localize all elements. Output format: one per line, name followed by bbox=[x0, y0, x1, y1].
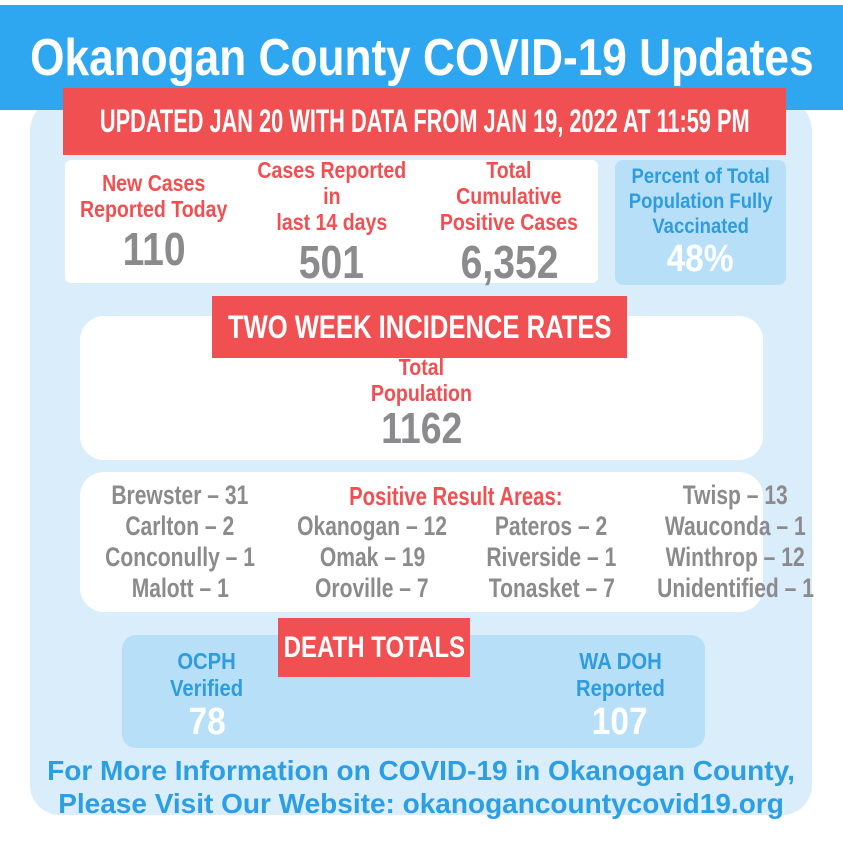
areas-heading: Positive Result Areas: bbox=[348, 480, 563, 511]
case-stats-box: New Cases Reported Today 110 Cases Repor… bbox=[65, 157, 598, 288]
area-wauconda: Wauconda – 1 bbox=[664, 511, 806, 541]
death-ocph: OCPH Verified 78 bbox=[122, 648, 292, 741]
area-conconully: Conconully – 1 bbox=[105, 542, 255, 572]
stat-cumulative-cases-label: Total Cumulative Positive Cases bbox=[440, 157, 579, 235]
footer-line1: For More Information on COVID-19 in Okan… bbox=[47, 755, 795, 786]
death-ocph-value: 78 bbox=[188, 700, 226, 743]
stat-14day-cases: Cases Reported in last 14 days 501 bbox=[243, 157, 421, 288]
area-brewster: Brewster – 31 bbox=[111, 480, 249, 510]
death-totals-banner: DEATH TOTALS bbox=[278, 618, 470, 677]
death-ocph-label: OCPH Verified bbox=[170, 648, 244, 701]
area-omak: Omak – 19 bbox=[319, 542, 425, 572]
death-wadoh: WA DOH Reported 107 bbox=[535, 648, 705, 741]
area-unidentified: Unidentified – 1 bbox=[656, 573, 814, 603]
death-wadoh-label: WA DOH Reported bbox=[575, 648, 665, 701]
positive-result-areas-box: Brewster – 31 Positive Result Areas: Twi… bbox=[80, 472, 814, 612]
area-riverside: Riverside – 1 bbox=[486, 542, 617, 572]
death-wadoh-value: 107 bbox=[592, 700, 648, 743]
footer-info: For More Information on COVID-19 in Okan… bbox=[30, 754, 812, 820]
total-population-value: 1162 bbox=[380, 403, 463, 453]
stat-14day-cases-value: 501 bbox=[298, 235, 365, 288]
updated-banner: UPDATED JAN 20 WITH DATA FROM JAN 19, 20… bbox=[63, 88, 786, 155]
area-okanogan: Okanogan – 12 bbox=[297, 511, 447, 541]
stat-new-cases: New Cases Reported Today 110 bbox=[65, 160, 243, 283]
updated-banner-text: UPDATED JAN 20 WITH DATA FROM JAN 19, 20… bbox=[99, 103, 750, 139]
page-title: Okanogan County COVID-19 Updates bbox=[29, 28, 814, 87]
stat-cumulative-cases-value: 6,352 bbox=[460, 235, 559, 288]
area-twisp: Twisp – 13 bbox=[682, 480, 788, 510]
death-totals-box: OCPH Verified 78 WA DOH Reported 107 bbox=[122, 635, 705, 748]
total-population-label: Total Population bbox=[370, 354, 472, 406]
area-pateros: Pateros – 2 bbox=[495, 511, 608, 541]
incidence-banner-text: TWO WEEK INCIDENCE RATES bbox=[227, 308, 612, 345]
stat-new-cases-label: New Cases Reported Today bbox=[80, 170, 228, 222]
area-oroville: Oroville – 7 bbox=[315, 573, 429, 603]
vaccination-label: Percent of Total Population Fully Vaccin… bbox=[628, 165, 773, 238]
stat-14day-cases-label: Cases Reported in last 14 days bbox=[257, 157, 406, 235]
stat-cumulative-cases: Total Cumulative Positive Cases 6,352 bbox=[420, 157, 598, 288]
death-totals-banner-text: DEATH TOTALS bbox=[283, 630, 465, 664]
area-winthrop: Winthrop – 12 bbox=[665, 542, 805, 572]
area-carlton: Carlton – 2 bbox=[125, 511, 235, 541]
vaccination-box: Percent of Total Population Fully Vaccin… bbox=[615, 160, 786, 285]
vaccination-value: 48% bbox=[667, 237, 734, 280]
stat-new-cases-value: 110 bbox=[122, 222, 186, 275]
footer-line2-website: Please Visit Our Website: okanogancounty… bbox=[58, 788, 784, 820]
area-malott: Malott – 1 bbox=[131, 573, 229, 603]
area-tonasket: Tonasket – 7 bbox=[488, 573, 615, 603]
incidence-banner: TWO WEEK INCIDENCE RATES bbox=[212, 296, 627, 358]
